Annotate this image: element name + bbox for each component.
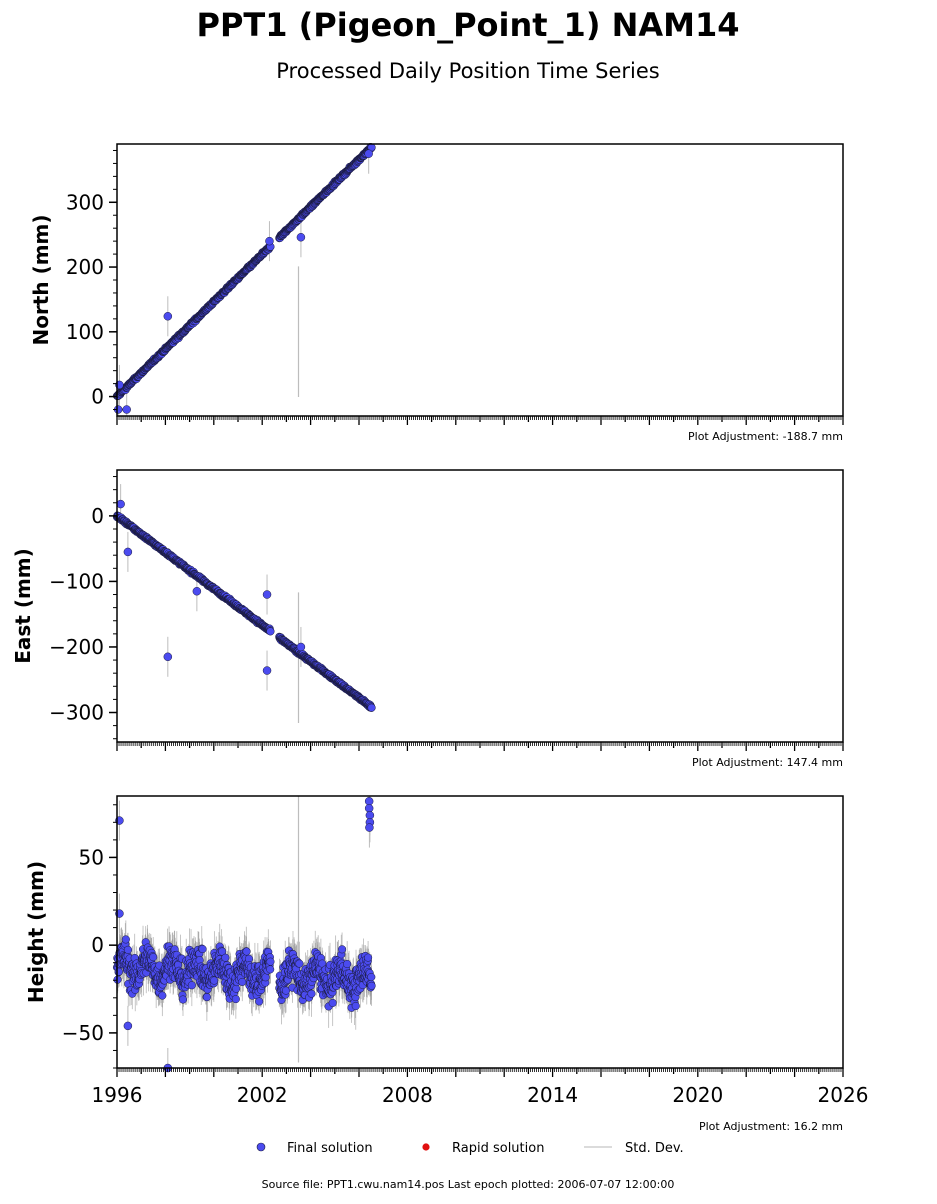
north-x-axis (117, 416, 843, 425)
y-tick-label: −300 (49, 701, 104, 725)
outlier-point (164, 312, 172, 320)
final-solution-point (368, 704, 376, 712)
y-tick-label: 0 (91, 385, 104, 409)
north-plot-adjustment: Plot Adjustment: -188.7 mm (688, 430, 843, 443)
north-y-axis: 0 100 200 300 (66, 150, 117, 409)
north-y-label: North (mm) (29, 214, 53, 345)
outlier-point (123, 406, 131, 414)
outlier-point (193, 587, 201, 595)
outlier-point (365, 150, 373, 158)
outlier-point (117, 500, 125, 508)
east-panel: −300 −200 −100 0 East (mm) Plot Adjustment:… (11, 470, 843, 769)
height-plot-area (117, 796, 843, 1068)
figure-subtitle: Processed Daily Position Time Series (276, 59, 660, 83)
y-tick-label: 200 (66, 255, 104, 279)
north-panel: 0 100 200 300 North (mm) Plot Adjustment: -… (29, 143, 843, 443)
north-plot-area (117, 144, 843, 416)
outlier-point (297, 643, 305, 651)
figure-title: PPT1 (Pigeon_Point_1) NAM14 (197, 6, 740, 44)
y-tick-label: 300 (66, 190, 104, 214)
outlier-point (124, 548, 132, 556)
east-x-axis (117, 742, 843, 751)
y-tick-label: −100 (49, 569, 104, 593)
y-tick-label: 0 (91, 504, 104, 528)
east-y-axis: −300 −200 −100 0 (49, 477, 117, 739)
y-tick-label: −200 (49, 635, 104, 659)
east-plot-adjustment: Plot Adjustment: 147.4 mm (692, 756, 843, 769)
outlier-point (265, 237, 273, 245)
east-plot-area (117, 470, 843, 742)
outlier-point (263, 591, 271, 599)
outlier-point (263, 667, 271, 675)
east-y-label: East (mm) (11, 548, 35, 664)
outlier-point (297, 233, 305, 241)
outlier-point (164, 653, 172, 661)
final-solution-point (267, 628, 275, 636)
y-tick-label: 100 (66, 320, 104, 344)
